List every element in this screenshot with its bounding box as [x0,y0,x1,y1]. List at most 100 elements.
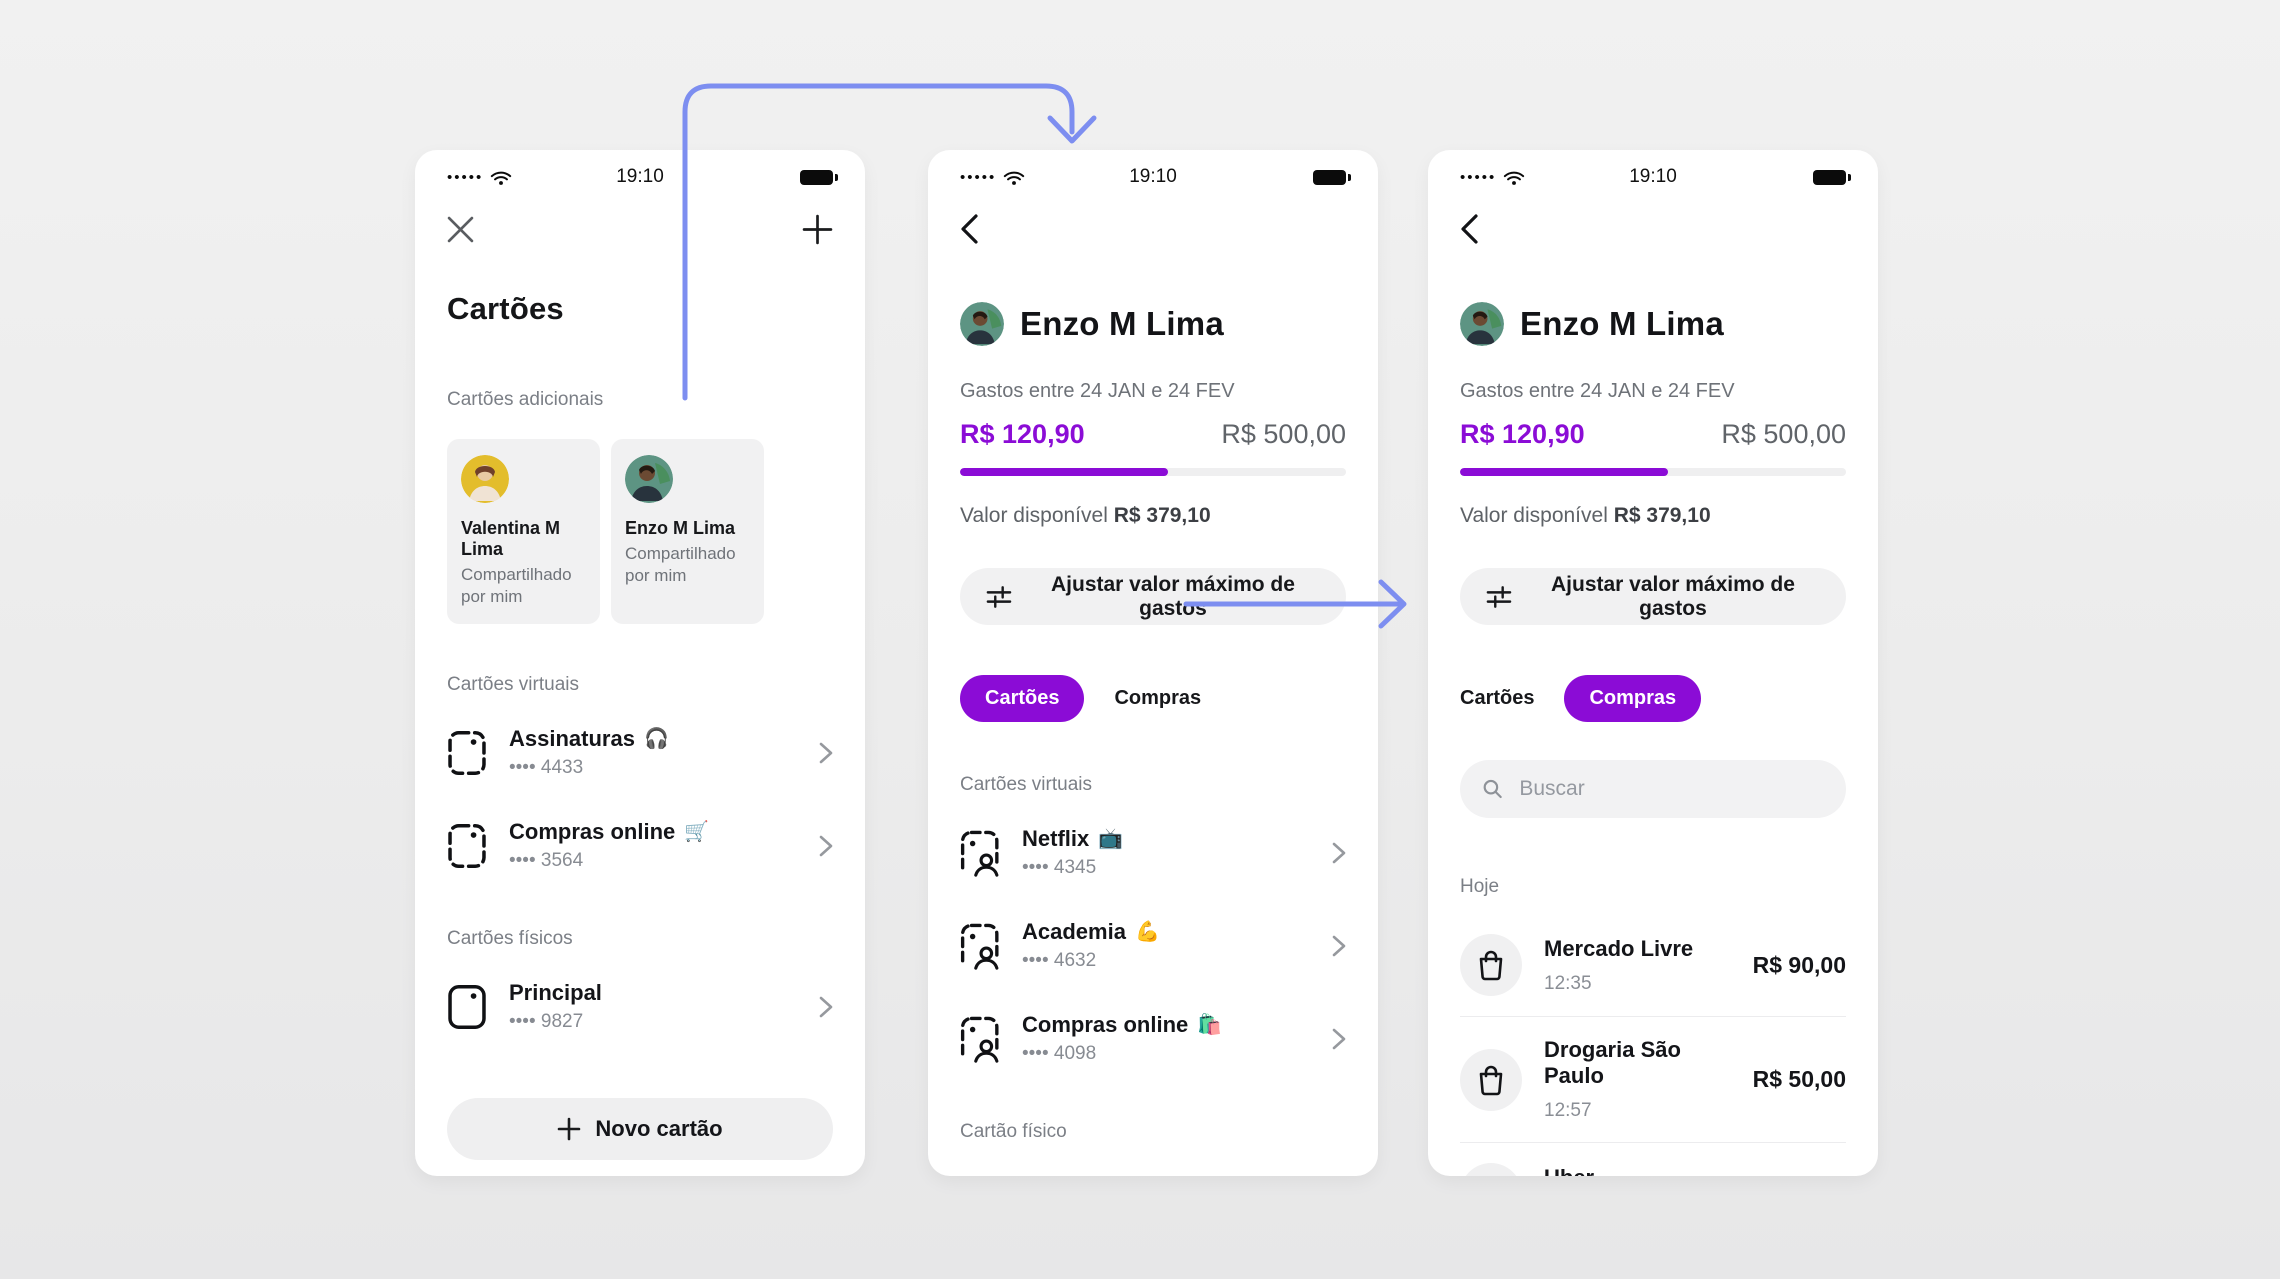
transaction-row-uber[interactable]: Uber 12:35 R$ 23,56 [1460,1143,1846,1176]
section-label-physical-card: Cartão físico [960,1121,1067,1142]
transaction-row-mercado-livre[interactable]: Mercado Livre 12:35 R$ 90,00 [1460,914,1846,1017]
transaction-time: 12:35 [1544,972,1592,994]
card-row-principal[interactable]: Principal •••• 9827 [447,980,833,1033]
additional-card-valentina[interactable]: Valentina M Lima Compartilhado por mim [447,439,600,625]
additional-card-subtitle: Compartilhado por mim [461,565,572,607]
chevron-right-icon [1332,1028,1346,1049]
sliders-icon [986,585,1012,608]
transaction-merchant: Uber [1544,1165,1594,1177]
flexed-biceps-emoji: 💪 [1134,921,1160,943]
adjust-limit-button[interactable]: Ajustar valor máximo de gastos [960,568,1346,625]
chevron-right-icon [1332,842,1346,863]
spending-progress-bar [960,468,1346,476]
virtual-card-icon [448,823,486,868]
status-bar: ••••• 19:10 [447,162,838,192]
virtual-member-card-icon [960,923,999,970]
tab-bar: Cartões Compras [1460,675,1846,722]
card-row-academia[interactable]: Academia 💪 •••• 4632 [960,919,1346,972]
avatar [1460,302,1504,346]
virtual-member-card-icon [960,830,999,877]
available-amount-value: R$ 379,10 [1613,504,1711,527]
search-icon [1483,779,1502,799]
battery-icon [1813,169,1851,185]
spending-period-label: Gastos entre 24 JAN e 24 FEV [1460,380,1735,402]
spending-progress-fill [960,468,1169,476]
search-input[interactable] [1519,777,1824,801]
available-amount-line: Valor disponível R$ 379,10 [960,504,1211,527]
physical-card-icon [448,984,486,1029]
shopping-bag-icon [1460,1048,1522,1111]
screen-cards-list: ••••• 19:10 Cartões Cartões adic [415,150,865,1176]
status-bar: ••••• 19:10 [1460,162,1851,192]
tab-compras[interactable]: Compras [1564,675,1702,722]
additional-card-enzo[interactable]: Enzo M Lima Compartilhado por mim [611,439,764,625]
back-icon[interactable] [960,214,978,244]
card-name: Netflix [1022,826,1090,851]
battery-icon [1313,169,1351,185]
amount-spent: R$ 120,90 [960,419,1085,449]
avatar [625,455,673,503]
card-row-assinaturas[interactable]: Assinaturas 🎧 •••• 4433 [447,726,833,779]
chevron-right-icon [819,996,833,1017]
close-icon[interactable] [447,216,474,243]
card-number: •••• 3564 [509,850,584,872]
card-name: Assinaturas [509,726,635,752]
battery-icon [800,169,838,185]
virtual-card-icon [448,730,486,775]
card-name: Academia [1022,919,1126,944]
transaction-merchant: Drogaria São Paulo [1544,1037,1681,1088]
section-label-physical-cards: Cartões físicos [447,928,573,950]
card-name: Enzo M Lima [1022,1173,1156,1176]
new-card-button[interactable]: Novo cartão [447,1098,833,1160]
card-name: Principal [509,980,602,1006]
tab-cartoes[interactable]: Cartões [960,675,1085,722]
transaction-row-drogaria[interactable]: Drogaria São Paulo 12:57 R$ 50,00 [1460,1017,1846,1143]
section-label-virtual-cards: Cartões virtuais [960,774,1092,795]
card-row-compras-online[interactable]: Compras online 🛒 •••• 3564 [447,819,833,872]
transaction-time: 12:57 [1544,1100,1592,1121]
chevron-right-icon [1332,935,1346,956]
tab-cartoes[interactable]: Cartões [1460,687,1535,709]
transaction-amount: R$ 90,00 [1752,951,1846,978]
tab-bar: Cartões Compras [960,675,1346,722]
taxi-icon [1460,1163,1522,1176]
card-row-enzo-physical[interactable]: Enzo M Lima •••• 3098 [960,1173,1346,1176]
back-icon[interactable] [1460,214,1478,244]
clock-time: 19:10 [616,166,664,187]
amount-limit: R$ 500,00 [1221,419,1346,449]
physical-member-card-icon [960,1176,1000,1177]
member-name: Enzo M Lima [1520,305,1724,342]
wifi-icon [1504,171,1525,185]
virtual-member-card-icon [960,1016,999,1063]
card-number: •••• 4433 [509,757,584,779]
plus-icon [558,1117,581,1141]
add-card-icon[interactable] [802,214,833,245]
page-title: Cartões [447,291,564,326]
screen-member-purchases: ••••• 19:10 [1428,150,1878,1176]
adjust-limit-button[interactable]: Ajustar valor máximo de gastos [1460,568,1846,625]
shopping-bag-icon [1460,934,1522,996]
new-card-label: Novo cartão [595,1116,723,1141]
wifi-icon [491,171,512,185]
search-bar[interactable] [1460,760,1846,818]
card-number: •••• 9827 [509,1011,584,1033]
tab-compras[interactable]: Compras [1114,687,1202,709]
adjust-limit-label: Ajustar valor máximo de gastos [1051,572,1295,620]
chevron-right-icon [819,835,833,856]
section-label-additional-cards: Cartões adicionais [447,389,604,410]
shopping-bags-emoji: 🛍️ [1197,1014,1223,1036]
card-number: •••• 4345 [1022,857,1097,878]
card-row-compras-online[interactable]: Compras online 🛍️ •••• 4098 [960,1012,1346,1065]
card-row-netflix[interactable]: Netflix 📺 •••• 4345 [960,826,1346,879]
available-amount-value: R$ 379,10 [1113,504,1211,527]
transactions-list: Mercado Livre 12:35 R$ 90,00 Drogaria Sã… [1460,914,1846,1176]
available-amount-line: Valor disponível R$ 379,10 [1460,504,1711,527]
screen-member-cards: ••••• 19:10 [928,150,1378,1176]
card-number: •••• 4098 [1022,1043,1097,1064]
avatar [461,455,509,503]
signal-strength-icon: ••••• [447,168,484,186]
shopping-cart-emoji: 🛒 [684,821,710,844]
avatar [960,302,1004,346]
spending-period-label: Gastos entre 24 JAN e 24 FEV [960,380,1235,402]
member-name: Enzo M Lima [1020,305,1224,342]
